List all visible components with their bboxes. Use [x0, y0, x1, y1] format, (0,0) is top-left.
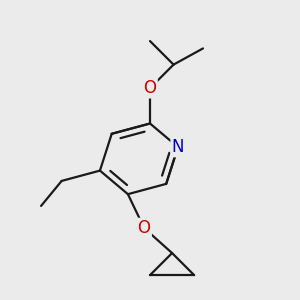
Text: O: O — [143, 79, 157, 97]
Text: N: N — [172, 138, 184, 156]
Text: O: O — [138, 219, 151, 237]
